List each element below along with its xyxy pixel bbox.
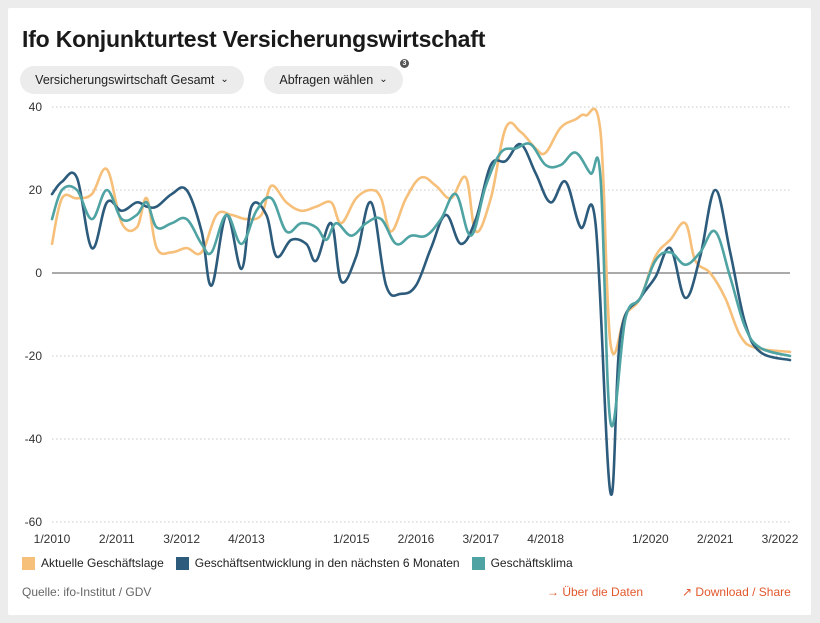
query-count-badge: 3 <box>400 59 409 68</box>
legend-item[interactable]: Aktuelle Geschäftslage <box>22 556 164 570</box>
legend-item[interactable]: Geschäftsklima <box>471 556 573 570</box>
query-select-label: Abfragen wählen <box>279 73 374 87</box>
x-tick-label: 3/2017 <box>462 532 499 546</box>
y-tick-label: -20 <box>25 349 43 363</box>
x-tick-label: 1/2015 <box>333 532 370 546</box>
arrow-up-right-icon: ↗ <box>682 585 693 599</box>
about-data-link[interactable]: → Über die Daten <box>547 585 643 599</box>
about-data-label: Über die Daten <box>562 585 644 599</box>
x-tick-label: 4/2018 <box>527 532 564 546</box>
legend-label: Aktuelle Geschäftslage <box>41 556 164 570</box>
legend-label: Geschäftsklima <box>490 556 573 570</box>
x-tick-label: 3/2012 <box>163 532 200 546</box>
series-line-2 <box>50 142 792 497</box>
chevron-down-icon: ⌄ <box>220 74 229 85</box>
x-tick-label: 1/2020 <box>632 532 669 546</box>
series-line-1 <box>50 107 792 356</box>
query-select[interactable]: Abfragen wählen ⌄ <box>264 66 403 94</box>
legend-swatch <box>471 556 485 570</box>
sector-select[interactable]: Versicherungswirtschaft Gesamt ⌄ <box>20 66 244 94</box>
chart-card: Ifo Konjunkturtest Versicherungswirtscha… <box>8 8 811 615</box>
chevron-down-icon: ⌄ <box>379 74 388 85</box>
y-tick-label: 0 <box>35 266 42 280</box>
x-tick-label: 1/2010 <box>34 532 71 546</box>
sector-select-label: Versicherungswirtschaft Gesamt <box>35 73 215 87</box>
source-note: Quelle: ifo-Institut / GDV <box>22 585 152 599</box>
y-tick-label: -40 <box>25 432 43 446</box>
series-line-3 <box>50 142 792 428</box>
y-tick-label: -60 <box>25 515 43 529</box>
x-tick-label: 3/2022 <box>762 532 799 546</box>
download-share-link[interactable]: ↗ Download / Share <box>682 585 791 599</box>
legend-swatch <box>175 556 189 570</box>
chart-legend: Aktuelle Geschäftslage Geschäftsentwickl… <box>22 556 573 570</box>
y-tick-label: 20 <box>29 183 43 197</box>
arrow-right-icon: → <box>547 585 559 599</box>
x-tick-label: 2/2021 <box>697 532 734 546</box>
x-tick-label: 2/2011 <box>99 532 135 546</box>
legend-swatch <box>22 556 35 570</box>
x-tick-label: 2/2016 <box>398 532 435 546</box>
legend-item[interactable]: Geschäftsentwicklung in den nächsten 6 M… <box>175 556 460 570</box>
chart-title: Ifo Konjunkturtest Versicherungswirtscha… <box>22 26 486 52</box>
x-tick-label: 4/2013 <box>228 532 265 546</box>
download-share-label: Download / Share <box>695 585 791 599</box>
y-tick-label: 40 <box>29 100 43 114</box>
legend-label: Geschäftsentwicklung in den nächsten 6 M… <box>194 556 460 570</box>
